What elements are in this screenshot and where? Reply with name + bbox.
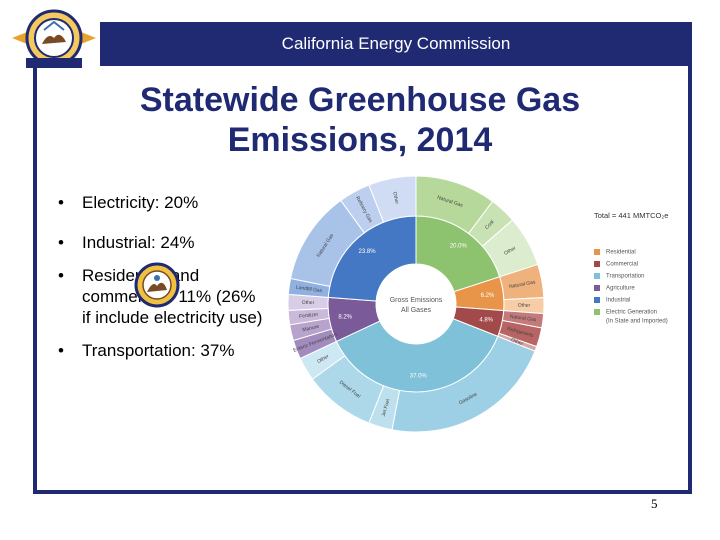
- cec-logo: [6, 8, 102, 72]
- legend-label-electric-generation-in-state-and-imported: Electric Generation: [606, 310, 657, 316]
- legend-swatch-industrial: [594, 297, 600, 303]
- outer-slice-label-transportation-jet-fuel: Jet Fuel: [381, 398, 392, 417]
- legend-label-electric-generation-in-state-and-imported-sub: (In State and Imported): [606, 319, 668, 325]
- legend-swatch-transportation: [594, 273, 600, 279]
- inner-slice-label-transportation: 37.0%: [410, 374, 428, 380]
- legend-swatch-agriculture: [594, 285, 600, 291]
- legend-label-transportation: Transportation: [606, 274, 644, 280]
- legend-swatch-residential: [594, 249, 600, 255]
- legend-label-residential: Residential: [606, 250, 636, 256]
- inner-slice-label-commercial: 4.8%: [479, 318, 493, 324]
- state-seal-icon: [133, 262, 181, 308]
- slide-frame: [33, 64, 692, 494]
- outer-slice-label-transportation-other: Other: [316, 353, 330, 365]
- emissions-donut-chart: 20.0% Natural Gas Coal Other 6.2% Natural Gas…: [287, 175, 668, 433]
- emissions-chart: 20.0% Natural Gas Coal Other 6.2% Natural Gas…: [286, 172, 686, 442]
- inner-slice-label-electric-generation-in-state-and-imported: 20.0%: [450, 243, 468, 249]
- slide-title-line1: Statewide Greenhouse Gas: [139, 81, 581, 119]
- outer-slice-label-electric-generation-in-state-and-imported-coal: Coal: [484, 219, 495, 231]
- outer-slice-label-electric-generation-in-state-and-imported-other: Other: [503, 245, 517, 257]
- outer-slice-label-industrial-other: Other: [391, 191, 399, 205]
- outer-slice-label-residential-natural-gas: Natural Gas: [509, 279, 537, 290]
- outer-slice-label-commercial-other: Other: [510, 337, 524, 347]
- bullet-transportation: Transportation: 37%: [58, 340, 268, 361]
- page-number: 5: [651, 496, 658, 511]
- legend-label-commercial: Commercial: [606, 262, 638, 268]
- legend-swatch-electric-generation-in-state-and-imported: [594, 309, 600, 315]
- legend-label-agriculture: Agriculture: [606, 286, 635, 292]
- inner-slice-label-agriculture: 8.2%: [338, 315, 352, 321]
- outer-slice-label-residential-other: Other: [518, 303, 531, 309]
- header-bar: California Energy Commission: [100, 22, 692, 66]
- legend-swatch-commercial: [594, 261, 600, 267]
- outer-slice-label-agriculture-other: Other: [302, 300, 315, 306]
- slide-title: Statewide Greenhouse Gas Emissions, 2014: [60, 80, 660, 160]
- inner-slice-label-residential: 6.2%: [481, 293, 495, 299]
- bullet-industrial: Industrial: 24%: [58, 232, 268, 253]
- outer-slice-label-agriculture-fertilizer: Fertilizer: [299, 312, 319, 320]
- center-label-line1: Gross Emissions: [390, 297, 443, 304]
- org-name: California Energy Commission: [281, 34, 511, 53]
- slide-title-line2: Emissions, 2014: [227, 121, 493, 159]
- outer-slice-label-commercial-natural-gas: Natural Gas: [509, 314, 537, 324]
- bullet-electricity: Electricity: 20%: [58, 192, 268, 213]
- outer-slice-label-industrial-landfill-gas: Landfill Gas: [295, 285, 322, 295]
- center-label-line2: All Gases: [401, 307, 431, 314]
- total-label: Total = 441 MMTCO₂e: [594, 211, 668, 220]
- legend-label-industrial: Industrial: [606, 298, 630, 304]
- outer-slice-industrial-other: [368, 175, 417, 223]
- inner-slice-label-industrial: 23.8%: [359, 249, 377, 255]
- outer-slice-label-agriculture-manure: Manure: [302, 324, 320, 334]
